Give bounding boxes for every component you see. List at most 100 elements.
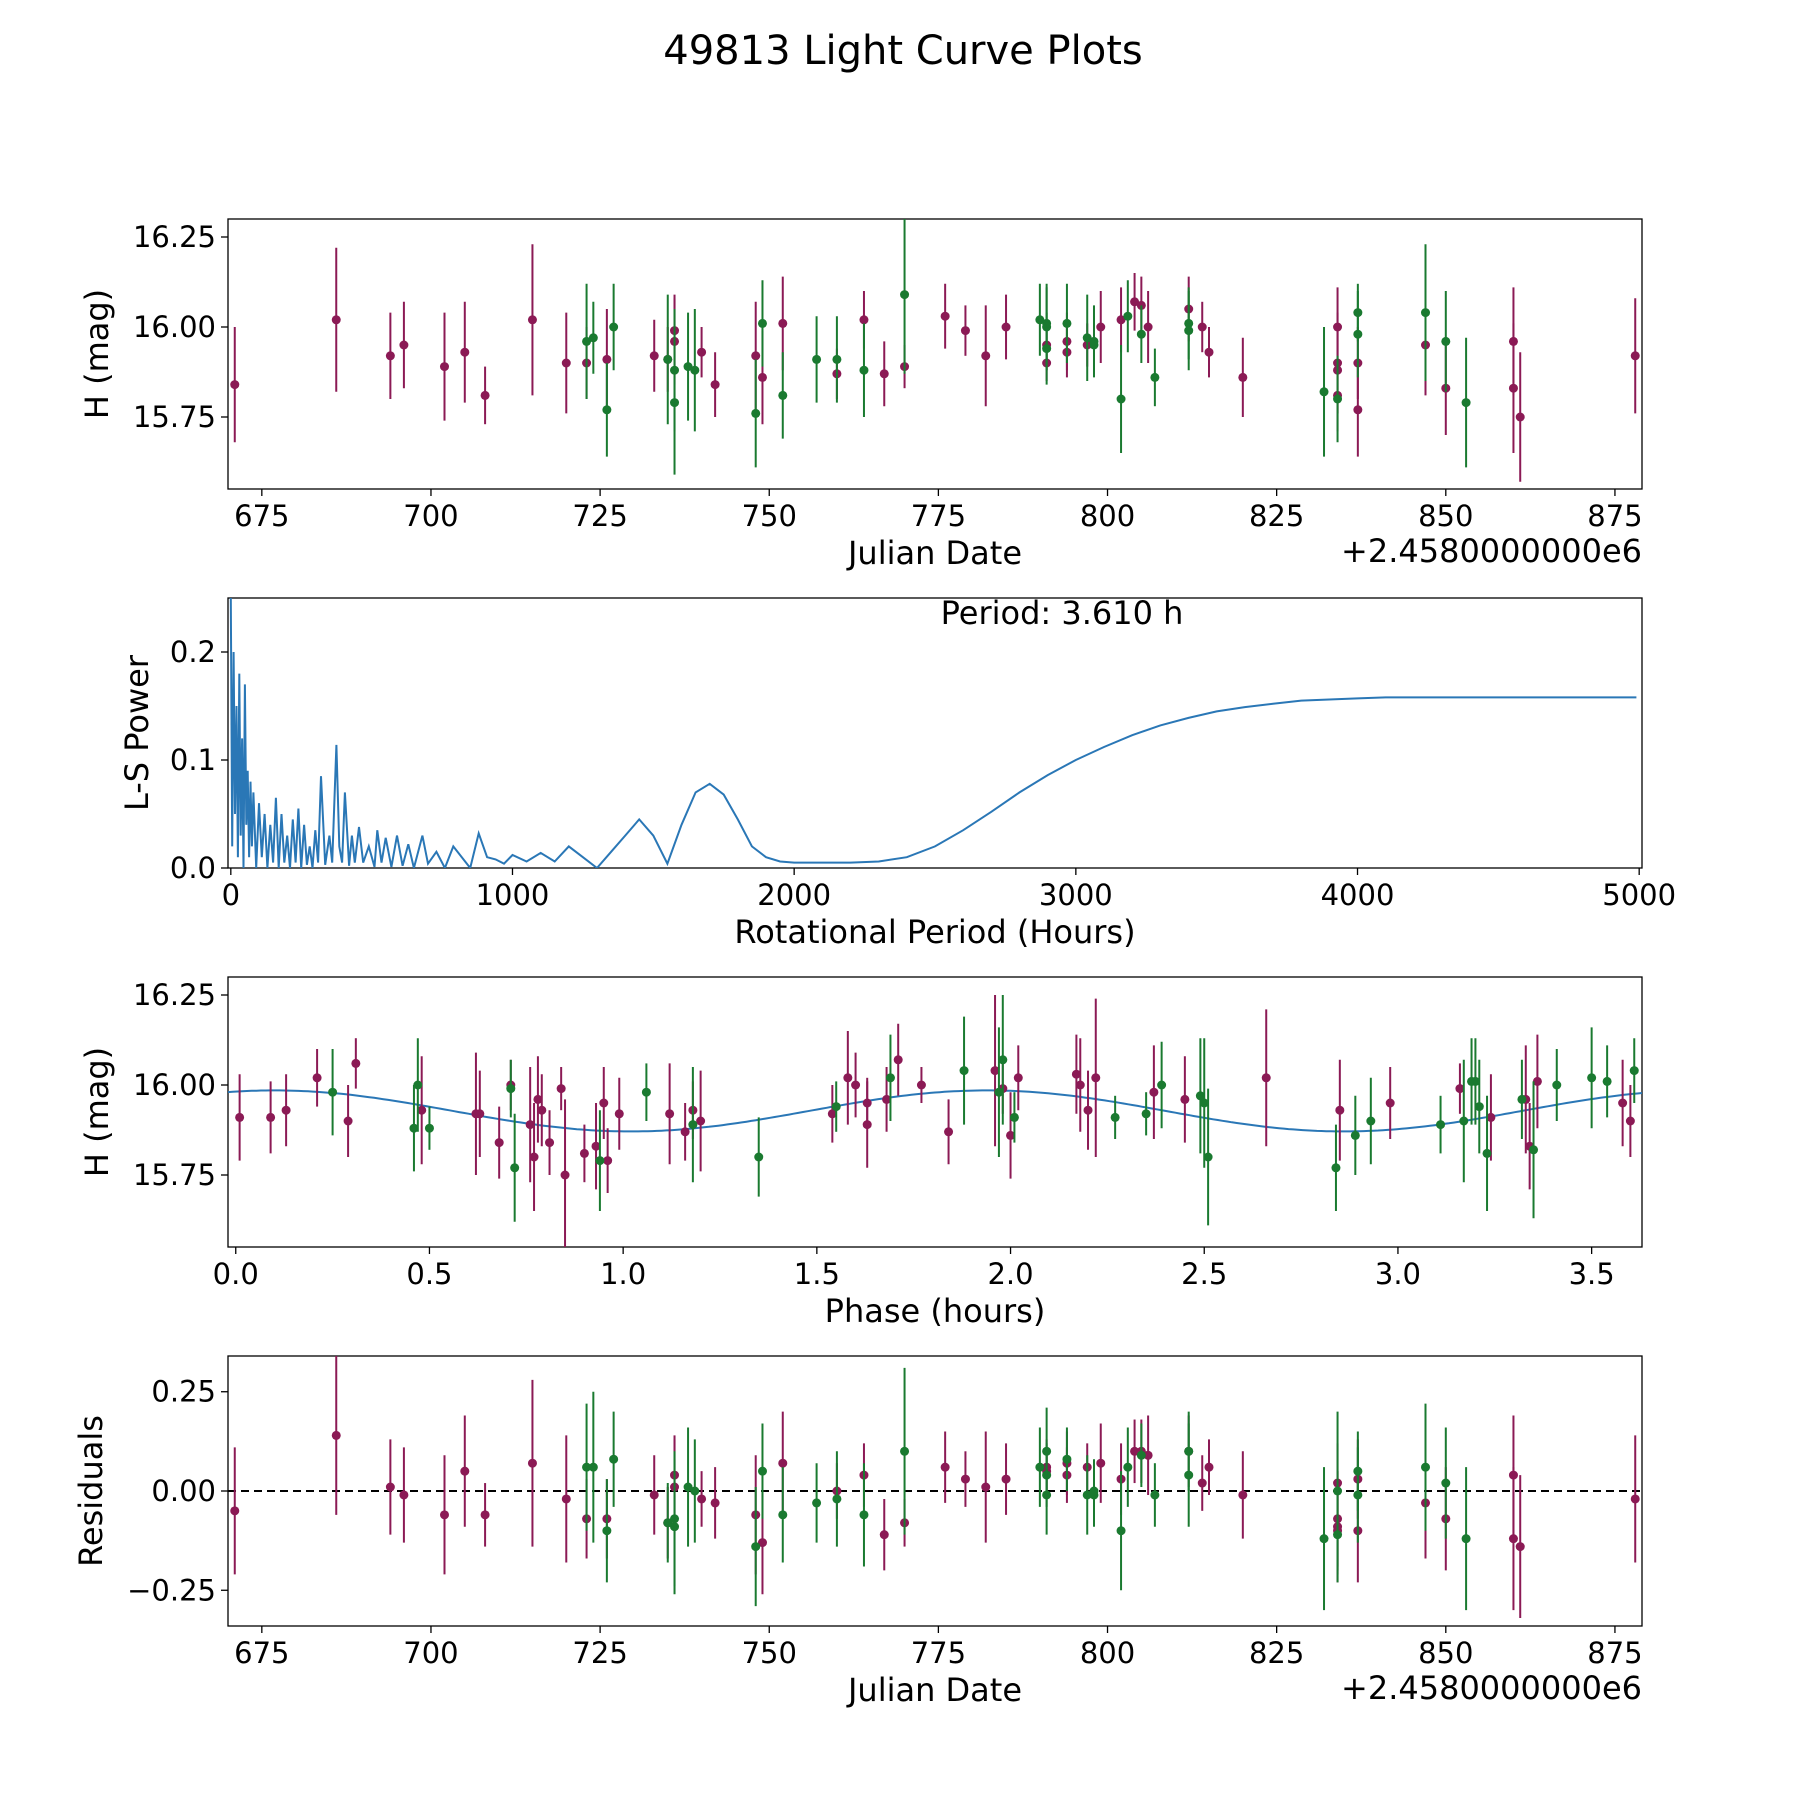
- lightcurve-xtick-label: 775: [911, 499, 966, 533]
- residuals-point: [757, 1538, 767, 1548]
- phased-point: [1013, 1073, 1023, 1083]
- lightcurve-point: [609, 322, 619, 332]
- residuals-point: [778, 1458, 788, 1468]
- phased-point: [641, 1087, 651, 1097]
- residuals-point: [1136, 1450, 1146, 1460]
- phased-point: [1199, 1098, 1209, 1108]
- lightcurve-plot-area: [227, 218, 1643, 490]
- lightcurve-point: [1461, 398, 1471, 408]
- phased-point: [1071, 1069, 1081, 1079]
- lightcurve-point: [1116, 394, 1126, 404]
- phased-point: [475, 1109, 485, 1119]
- lightcurve-point: [1035, 315, 1045, 325]
- residuals-point: [1123, 1462, 1133, 1472]
- lightcurve-point: [1319, 387, 1329, 397]
- phased-point: [1602, 1076, 1612, 1086]
- phased-point: [603, 1156, 613, 1166]
- residuals-point: [1143, 1450, 1153, 1460]
- lightcurve-point: [1143, 322, 1153, 332]
- phased-point: [862, 1120, 872, 1130]
- residuals-point: [230, 1506, 240, 1516]
- phased-point: [1436, 1120, 1446, 1130]
- lightcurve-point: [527, 315, 537, 325]
- phased-marks: [228, 995, 1642, 1247]
- phased-point: [424, 1123, 434, 1133]
- phased-point: [556, 1084, 566, 1094]
- lightcurve-point: [1238, 372, 1248, 382]
- residuals-xtick-label: 700: [403, 1636, 458, 1670]
- residuals-point: [1515, 1542, 1525, 1552]
- lightcurve-point: [670, 398, 680, 408]
- lightcurve-xtick-label: 825: [1249, 499, 1304, 533]
- phased-point: [754, 1152, 764, 1162]
- phased-point: [665, 1109, 675, 1119]
- residuals-point: [561, 1494, 571, 1504]
- phased-point: [843, 1073, 853, 1083]
- phased-point: [1331, 1163, 1341, 1173]
- phased-point: [1157, 1080, 1167, 1090]
- residuals-xtick-label: 725: [572, 1636, 627, 1670]
- periodogram-xtick-label: 3000: [1039, 878, 1113, 912]
- lightcurve-point: [1150, 372, 1160, 382]
- phased-point: [1075, 1080, 1085, 1090]
- lightcurve-point: [751, 351, 761, 361]
- periodogram-plot-area: [227, 597, 1643, 869]
- residuals-ylabel: Residuals: [72, 1415, 110, 1567]
- residuals-point: [1421, 1462, 1431, 1472]
- residuals-point: [460, 1466, 470, 1476]
- phased-point: [882, 1094, 892, 1104]
- residuals-point: [331, 1430, 341, 1440]
- lightcurve-point: [859, 365, 869, 375]
- residuals-point: [663, 1518, 673, 1528]
- phased-point: [688, 1120, 698, 1130]
- lightcurve-panel: 675 700 725 750 775 800 825 850 875 15.75 16.00 16.…: [78, 218, 1643, 572]
- lightcurve-point: [757, 318, 767, 328]
- periodogram-xlabel: Rotational Period (Hours): [734, 913, 1135, 951]
- residuals-point: [1089, 1490, 1099, 1500]
- phased-point: [525, 1120, 535, 1130]
- phased-xtick-label: 0.5: [406, 1257, 452, 1291]
- phased-ticks: 0.0 0.5 1.0 1.5 2.0 2.5 3.0 3.5 15.75 16.00 16.25: [133, 978, 1615, 1291]
- lightcurve-xtick-label: 700: [403, 499, 458, 533]
- lightcurve-point: [1130, 297, 1140, 307]
- lightcurve-ticks: 675 700 725 750 775 800 825 850 875 15.75 16.00 16.…: [133, 220, 1643, 533]
- residuals-ytick-label: −0.25: [127, 1573, 216, 1607]
- periodogram-xtick-label: 0: [222, 878, 240, 912]
- residuals-xtick-label: 825: [1249, 1636, 1304, 1670]
- residuals-point: [582, 1462, 592, 1472]
- lightcurve-point: [751, 408, 761, 418]
- lightcurve-point: [1421, 308, 1431, 318]
- phased-point: [506, 1084, 516, 1094]
- residuals-point: [588, 1462, 598, 1472]
- periodogram-line: [229, 598, 1637, 868]
- lightcurve-point: [1630, 351, 1640, 361]
- residuals-point: [757, 1466, 767, 1476]
- residuals-point: [1508, 1534, 1518, 1544]
- phased-point: [1006, 1130, 1016, 1140]
- lightcurve-ylabel: H (mag): [78, 289, 116, 419]
- lightcurve-point: [230, 380, 240, 390]
- lightcurve-point: [588, 333, 598, 343]
- phased-point: [831, 1102, 841, 1112]
- phased-xtick-label: 2.0: [987, 1257, 1033, 1291]
- lightcurve-point: [683, 362, 693, 372]
- phased-point: [494, 1138, 504, 1148]
- figure-title: 49813 Light Curve Plots: [663, 28, 1142, 74]
- phased-point: [1459, 1116, 1469, 1126]
- phased-point: [235, 1112, 245, 1122]
- residuals-point: [1035, 1462, 1045, 1472]
- phased-point: [1149, 1087, 1159, 1097]
- lightcurve-ytick-label: 15.75: [133, 400, 216, 434]
- residuals-point: [1197, 1478, 1207, 1488]
- phased-point: [1529, 1145, 1539, 1155]
- lightcurve-point: [1197, 322, 1207, 332]
- phased-ytick-label: 15.75: [133, 1158, 216, 1192]
- residuals-point: [1082, 1490, 1092, 1500]
- residuals-point: [981, 1482, 991, 1492]
- phased-point: [266, 1112, 276, 1122]
- lightcurve-point: [981, 351, 991, 361]
- residuals-point: [900, 1446, 910, 1456]
- phased-point: [591, 1141, 601, 1151]
- phased-point: [1083, 1105, 1093, 1115]
- phased-point: [1180, 1094, 1190, 1104]
